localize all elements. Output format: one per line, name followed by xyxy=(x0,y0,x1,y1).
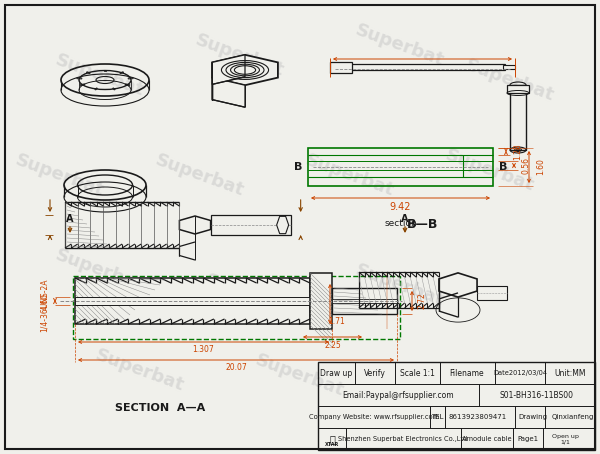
Text: Verify: Verify xyxy=(364,369,386,377)
Text: 20.07: 20.07 xyxy=(225,364,247,372)
Text: Superbat: Superbat xyxy=(193,30,287,79)
Text: Draw up: Draw up xyxy=(320,369,352,377)
Text: Qinxianfeng: Qinxianfeng xyxy=(552,414,594,420)
Bar xyxy=(318,362,595,450)
Text: Drawing: Drawing xyxy=(518,414,548,420)
Bar xyxy=(510,85,526,150)
Text: Company Website: www.rfsupplier.com: Company Website: www.rfsupplier.com xyxy=(309,414,439,420)
Text: Unit:MM: Unit:MM xyxy=(554,369,586,377)
Bar xyxy=(330,62,352,73)
Text: Ⓣ: Ⓣ xyxy=(329,434,335,444)
Text: Scale 1:1: Scale 1:1 xyxy=(400,369,434,377)
Bar xyxy=(332,288,397,314)
Text: Open up
1/1: Open up 1/1 xyxy=(551,434,578,444)
Text: 2.25: 2.25 xyxy=(324,340,341,350)
Text: 2.72: 2.72 xyxy=(418,293,427,309)
Text: Superbat: Superbat xyxy=(203,271,297,320)
Text: Superbat: Superbat xyxy=(353,20,447,69)
Bar xyxy=(503,65,515,69)
Text: Superbat: Superbat xyxy=(53,50,147,99)
Text: 1.307: 1.307 xyxy=(193,345,214,355)
Text: TEL: TEL xyxy=(431,414,443,420)
Polygon shape xyxy=(179,216,211,234)
Bar xyxy=(477,286,507,300)
Text: section: section xyxy=(384,219,417,228)
Text: Superbat: Superbat xyxy=(153,151,247,199)
Bar xyxy=(75,278,310,324)
Text: SECTION  A—A: SECTION A—A xyxy=(115,403,205,413)
Text: Date2012/03/04: Date2012/03/04 xyxy=(493,370,547,376)
Text: Amodule cable: Amodule cable xyxy=(462,436,512,442)
Bar xyxy=(308,148,493,186)
Text: Superbat: Superbat xyxy=(463,55,557,104)
Text: A: A xyxy=(66,214,74,224)
Text: 1/4-36UNS-2A: 1/4-36UNS-2A xyxy=(40,278,49,332)
Text: A: A xyxy=(401,214,409,224)
Polygon shape xyxy=(212,55,278,85)
Text: 8613923809471: 8613923809471 xyxy=(449,414,507,420)
Text: 1.71: 1.71 xyxy=(329,316,346,326)
Polygon shape xyxy=(439,273,477,297)
Text: Shenzhen Superbat Electronics Co.,Ltd: Shenzhen Superbat Electronics Co.,Ltd xyxy=(338,436,467,442)
Text: B: B xyxy=(499,162,507,172)
Text: Email:Paypal@rfsupplier.com: Email:Paypal@rfsupplier.com xyxy=(343,390,454,400)
Bar xyxy=(350,64,505,70)
Bar xyxy=(332,299,397,303)
Polygon shape xyxy=(212,55,245,84)
Text: Superbat: Superbat xyxy=(13,151,107,199)
Text: Superbat: Superbat xyxy=(93,345,187,395)
Bar xyxy=(507,85,529,93)
Text: B: B xyxy=(294,162,302,172)
Text: Superbat: Superbat xyxy=(443,146,537,194)
Text: 4.60: 4.60 xyxy=(41,292,49,310)
Text: S01-BH316-11BS00: S01-BH316-11BS00 xyxy=(500,390,574,400)
Text: 9.42: 9.42 xyxy=(390,202,411,212)
Polygon shape xyxy=(212,78,245,107)
Bar xyxy=(310,273,332,329)
Text: Superbat: Superbat xyxy=(303,151,397,199)
Text: XTAR: XTAR xyxy=(325,441,339,446)
Text: Superbat: Superbat xyxy=(253,350,347,400)
Bar xyxy=(73,276,400,339)
Bar xyxy=(75,297,397,305)
Text: Superbat: Superbat xyxy=(353,261,447,310)
Polygon shape xyxy=(277,217,289,234)
Text: 1.28: 1.28 xyxy=(514,143,523,160)
Text: Page1: Page1 xyxy=(517,436,539,442)
Text: 1.60: 1.60 xyxy=(536,158,545,175)
Text: Superbat: Superbat xyxy=(53,246,147,294)
Text: B—B: B—B xyxy=(407,217,438,231)
Text: Filename: Filename xyxy=(449,369,484,377)
Bar xyxy=(211,215,290,235)
Text: 0.56: 0.56 xyxy=(521,157,530,173)
